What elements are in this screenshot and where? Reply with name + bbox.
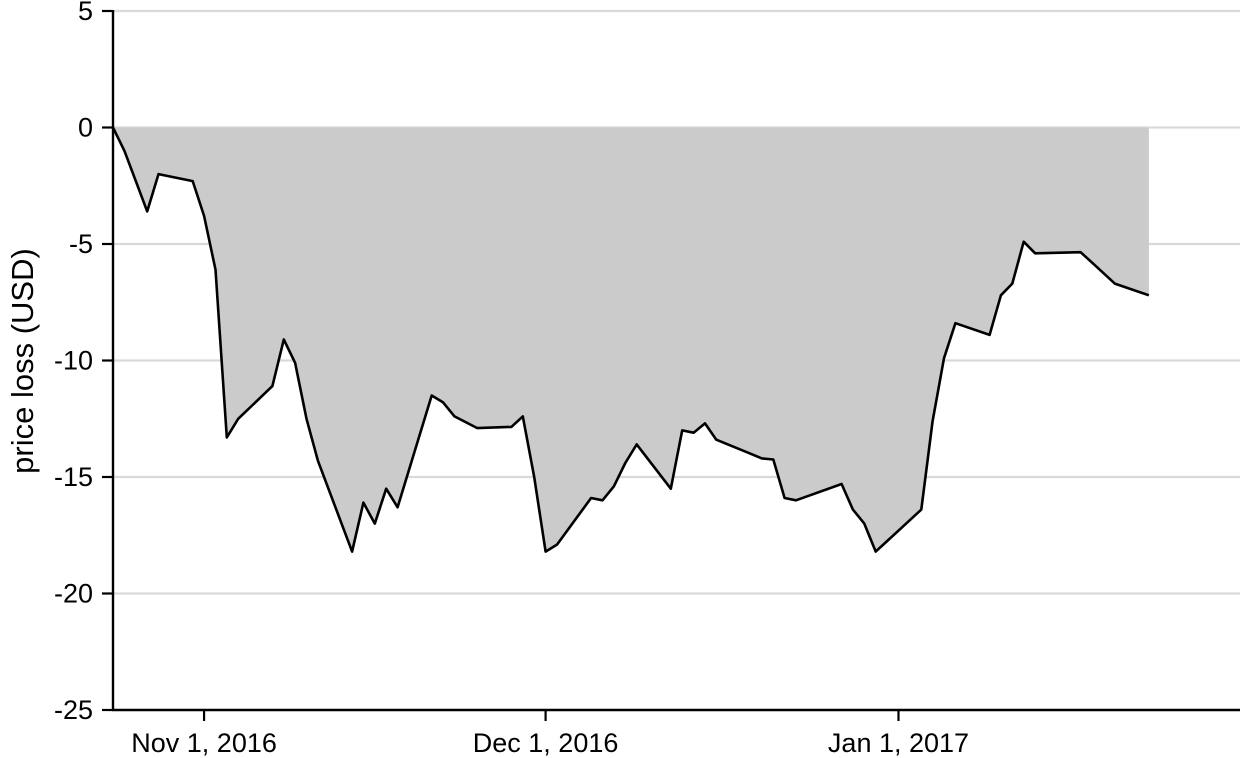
y-axis-ticks: 5 0 -5 -10 -15 -20 -25 — [54, 0, 113, 725]
x-tick-label: Jan 1, 2017 — [828, 728, 969, 758]
price-loss-line — [113, 126, 1150, 553]
x-tick-label: Nov 1, 2016 — [131, 728, 277, 758]
y-tick-label: -5 — [69, 229, 93, 259]
y-tick-label: 5 — [78, 0, 93, 26]
x-tick-label: Dec 1, 2016 — [473, 728, 619, 758]
y-axis-title: price loss (USD) — [5, 248, 40, 474]
price-loss-area — [113, 127, 1149, 552]
y-tick-label: -15 — [54, 462, 93, 492]
y-tick-label: 0 — [78, 113, 93, 143]
x-axis-ticks: Nov 1, 2016 Dec 1, 2016 Jan 1, 2017 — [131, 710, 969, 758]
y-tick-label: -20 — [54, 579, 93, 609]
y-tick-label: -10 — [54, 346, 93, 376]
y-tick-label: -25 — [54, 695, 93, 725]
